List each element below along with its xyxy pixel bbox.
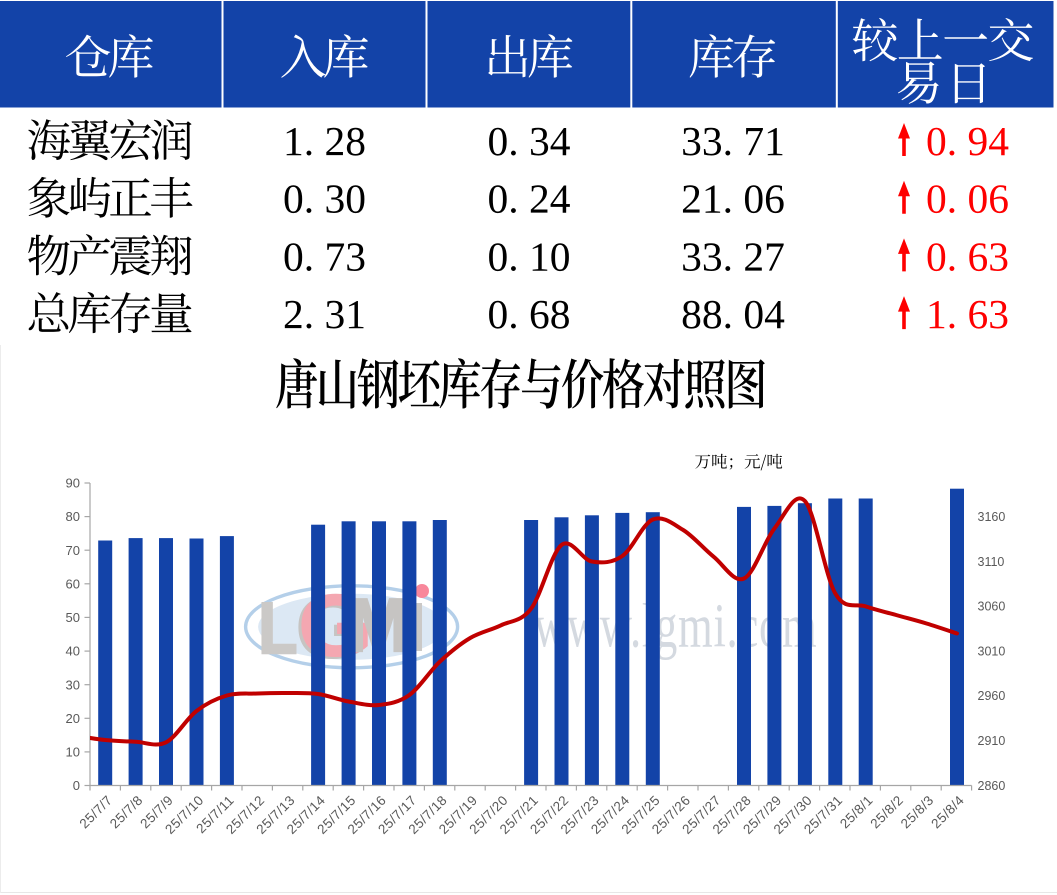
svg-text:25/7/7: 25/7/7 xyxy=(76,793,115,832)
svg-text:25/7/8: 25/7/8 xyxy=(107,793,146,832)
svg-text:0. 73: 0. 73 xyxy=(283,233,366,279)
svg-text:60: 60 xyxy=(66,576,80,591)
svg-text:30: 30 xyxy=(66,677,80,692)
svg-text:25/8/4: 25/8/4 xyxy=(928,792,967,831)
svg-text:0. 24: 0. 24 xyxy=(488,176,571,222)
svg-text:1. 63: 1. 63 xyxy=(926,291,1009,337)
svg-text:88. 04: 88. 04 xyxy=(681,291,785,337)
svg-text:21. 06: 21. 06 xyxy=(681,176,785,222)
svg-text:0. 68: 0. 68 xyxy=(488,291,571,337)
svg-text:0. 94: 0. 94 xyxy=(926,118,1009,164)
svg-text:3060: 3060 xyxy=(978,600,1006,614)
svg-text:20: 20 xyxy=(66,711,80,726)
svg-text:0: 0 xyxy=(73,778,80,793)
svg-text:0. 10: 0. 10 xyxy=(488,233,571,279)
svg-text:50: 50 xyxy=(66,610,80,625)
svg-text:G: G xyxy=(299,578,373,674)
svg-text:80: 80 xyxy=(66,509,80,524)
svg-text:70: 70 xyxy=(66,543,80,558)
svg-text:0. 34: 0. 34 xyxy=(488,118,571,164)
svg-text:G: G xyxy=(296,580,370,676)
svg-text:1. 28: 1. 28 xyxy=(283,118,366,164)
svg-text:25/8/3: 25/8/3 xyxy=(898,793,937,832)
svg-text:2. 31: 2. 31 xyxy=(283,291,366,337)
svg-text:33. 71: 33. 71 xyxy=(681,118,785,164)
svg-text:40: 40 xyxy=(66,644,80,659)
svg-text:25/8/1: 25/8/1 xyxy=(837,793,876,832)
svg-text:25/8/2: 25/8/2 xyxy=(867,793,906,832)
svg-text:2860: 2860 xyxy=(978,779,1006,793)
svg-text:0. 63: 0. 63 xyxy=(926,233,1009,279)
svg-text:0. 30: 0. 30 xyxy=(283,176,366,222)
svg-text:2910: 2910 xyxy=(978,734,1006,748)
svg-text:3110: 3110 xyxy=(978,555,1005,569)
svg-text:3160: 3160 xyxy=(978,510,1006,524)
svg-text:10: 10 xyxy=(66,745,80,760)
svg-text:90: 90 xyxy=(66,476,80,491)
svg-text:2960: 2960 xyxy=(978,689,1006,703)
svg-text:0. 06: 0. 06 xyxy=(926,176,1009,222)
svg-text:L: L xyxy=(258,589,297,669)
svg-text:3010: 3010 xyxy=(978,644,1006,658)
svg-text:33. 27: 33. 27 xyxy=(681,233,785,279)
